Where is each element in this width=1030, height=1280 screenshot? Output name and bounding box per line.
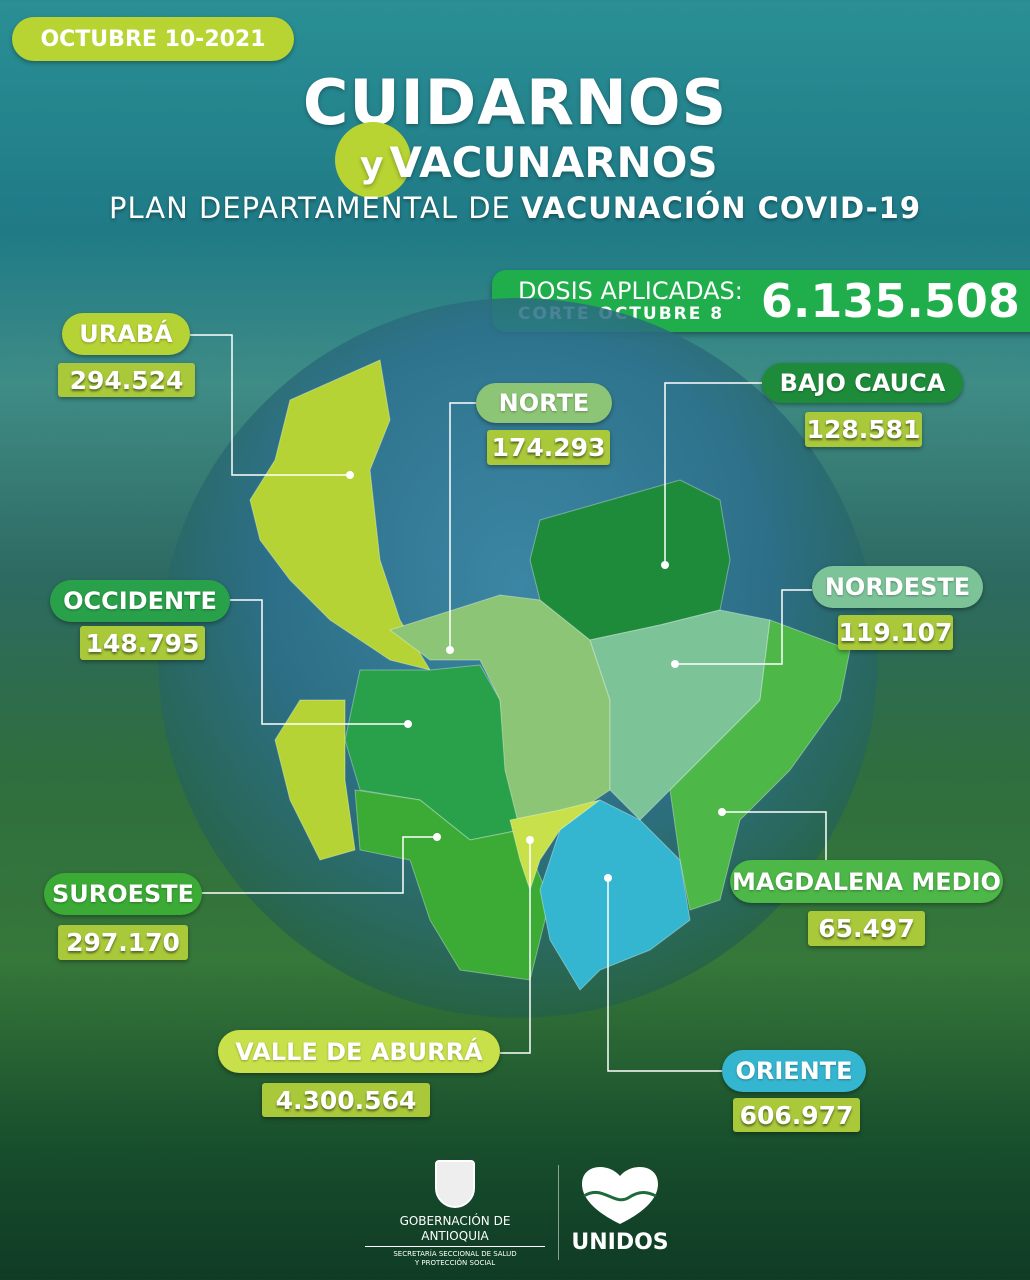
region-valle-aburra	[509, 799, 601, 892]
region-label-bajo-cauca: BAJO CAUCA	[762, 363, 963, 403]
subtitle-normal: PLAN DEPARTAMENTAL DE	[108, 191, 522, 225]
region-occidente-west	[274, 699, 356, 861]
region-value-norte: 174.293	[487, 430, 610, 465]
region-label-suroeste: SUROESTE	[44, 873, 202, 915]
connector-nordeste	[675, 589, 812, 665]
region-label-oriente: ORIENTE	[722, 1050, 866, 1092]
title-y: y	[360, 145, 384, 186]
connector-oriente	[607, 878, 722, 1072]
connector-suroeste	[202, 836, 437, 894]
connector-lines	[190, 334, 827, 1072]
region-label-magdalena-medio: MAGDALENA MEDIO	[730, 860, 1003, 903]
region-value-occidente: 148.795	[80, 626, 205, 660]
region-value-bajo-cauca: 128.581	[805, 412, 922, 447]
coat-of-arms-icon	[435, 1160, 475, 1208]
region-value-suroeste: 297.170	[58, 925, 188, 960]
unidos-text: UNIDOS	[571, 1230, 669, 1255]
region-label-occidente: OCCIDENTE	[50, 580, 230, 622]
unidos-logo: UNIDOS	[570, 1162, 670, 1256]
region-oriente	[539, 799, 691, 991]
region-value-valle-de-aburr-: 4.300.564	[262, 1083, 430, 1117]
connector-uraba	[190, 334, 350, 476]
region-label-valle-de-aburr-: VALLE DE ABURRÁ	[218, 1030, 500, 1073]
total-value: 6.135.508	[760, 274, 1020, 328]
region-magdalena-medio	[669, 619, 851, 911]
connector-occidente	[230, 599, 408, 725]
connector-bajo-cauca	[664, 382, 762, 565]
secretaria-line1: SECRETARÍA SECCIONAL DE SALUD	[393, 1250, 517, 1258]
title-vacunarnos: y VACUNARNOS	[360, 138, 718, 187]
heart-icon	[582, 1166, 658, 1224]
region-value-magdalena-medio: 65.497	[808, 911, 925, 946]
connector-magdalena	[722, 811, 827, 880]
region-uraba	[249, 359, 432, 671]
region-label-nordeste: NORDESTE	[812, 566, 983, 608]
region-value-nordeste: 119.107	[838, 615, 953, 650]
gobernacion-name: GOBERNACIÓN DE ANTIOQUIA	[365, 1214, 545, 1247]
region-value-urab-: 294.524	[58, 363, 195, 397]
gobernacion-logo: GOBERNACIÓN DE ANTIOQUIA SECRETARÍA SECC…	[365, 1160, 545, 1268]
region-label-urab-: URABÁ	[62, 313, 190, 355]
connector-norte	[449, 402, 476, 650]
region-markers	[346, 471, 726, 882]
footer-divider	[558, 1165, 559, 1260]
date-badge: OCTUBRE 10-2021	[12, 17, 294, 61]
region-value-oriente: 606.977	[733, 1098, 860, 1132]
secretaria-line2: Y PROTECCIÓN SOCIAL	[414, 1259, 496, 1267]
connector-valle	[500, 840, 531, 1054]
subtitle-bold: VACUNACIÓN COVID-19	[521, 191, 922, 225]
region-label-norte: NORTE	[476, 383, 612, 423]
title-line2: VACUNARNOS	[389, 138, 718, 187]
title-accent-circle	[335, 122, 411, 198]
subtitle: PLAN DEPARTAMENTAL DE VACUNACIÓN COVID-1…	[0, 190, 1030, 226]
